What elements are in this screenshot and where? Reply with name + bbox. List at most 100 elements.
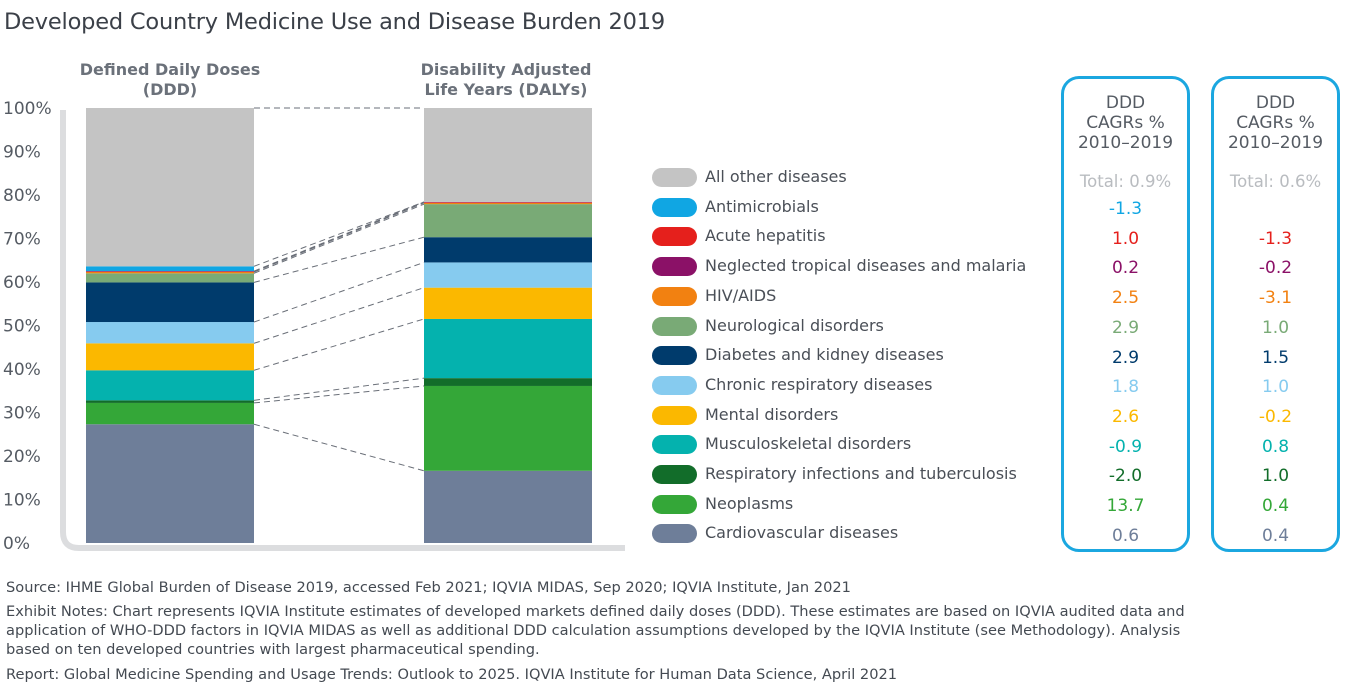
ddd-header-line-1: Defined Daily Doses [79,60,261,79]
legend-label: HIV/AIDS [705,285,777,305]
bar-segment-ddd-antimicrobials [86,266,254,272]
daly-header-line-1: Disability Adjusted [420,60,592,79]
bar-segment-daly-all-other-diseases [424,108,592,202]
y-tick-label: 90% [3,143,41,163]
y-tick-label: 40% [3,360,41,380]
cagr-value: -0.9 [1108,436,1143,457]
report-note: Report: Global Medicine Spending and Usa… [6,666,898,683]
panel-header-line: 2010–2019 [1227,133,1324,153]
ddd-header-line-2: (DDD) [142,80,198,99]
legend-swatch [652,286,697,306]
connector-line [253,385,425,404]
cagr-value: 1.0 [1261,377,1290,398]
legend-label: Acute hepatitis [705,226,826,246]
cagr-value: 0.6 [1111,525,1140,546]
legend-item: Neglected tropical diseases and malaria [652,255,1052,277]
bar-segment-ddd-chronic-respiratory-diseases [86,322,254,344]
cagr-value: 0.4 [1261,496,1290,516]
source-note: Source: IHME Global Burden of Disease 20… [6,579,851,596]
cagr-value: -0.2 [1258,258,1293,279]
legend-label: All other diseases [705,167,847,186]
bar-segment-ddd-musculoskeletal-disorders [86,370,254,401]
legend-item: Antimicrobials [652,196,1052,218]
bar-segment-ddd-all-other-diseases [86,108,254,267]
legend-swatch [652,524,697,544]
panel-header: DDD CAGRs % 2010–2019 [1064,93,1187,153]
panel-total: Total: 0.9% [1079,172,1172,191]
exhibit-note-line-1: Exhibit Notes: Chart represents IQVIA In… [6,603,1185,620]
legend-label: Antimicrobials [705,196,819,216]
bar-segment-ddd-diabetes-and-kidney-diseases [86,282,254,323]
legend-item: Neoplasms [652,493,1052,515]
legend-swatch [652,257,697,277]
legend-label: Respiratory infections and tuberculosis [705,464,1017,483]
exhibit-note-line-2: application of WHO-DDD factors in IQVIA … [6,622,1181,639]
y-tick-label: 80% [3,186,41,206]
legend-item: HIV/AIDS [652,285,1052,307]
ddd-cagr-panel-1: DDD CAGRs % 2010–2019 Total: 0.9% -1.3 1.0 0.2… [1061,76,1190,552]
cagr-value: 2.6 [1111,406,1140,427]
cagr-value: 0.4 [1261,525,1290,546]
y-tick-label: 0% [3,534,30,554]
bar-segment-ddd-neurological-disorders [86,273,254,283]
connector-line [253,203,425,274]
y-axis-frame [60,110,625,551]
legend-item: Acute hepatitis [652,225,1052,247]
legend-item: All other diseases [652,166,1052,188]
legend-item: Neurological disorders [652,315,1052,337]
exhibit-note-line-3: based on ten developed countries with la… [6,641,540,658]
legend-label: Neglected tropical diseases and malaria [705,256,1027,276]
connector-line [253,261,425,323]
legend-label: Diabetes and kidney diseases [705,345,944,365]
bar-segment-ddd-mental-disorders [86,343,254,371]
cagr-value: 0.2 [1111,258,1140,279]
y-tick-label: 60% [3,273,41,293]
bar-segment-daly-musculoskeletal-disorders [424,318,592,379]
daly-column-header: Disability Adjusted Life Years (DALYs) [396,60,616,100]
connector-line [253,201,425,272]
legend-swatch [652,197,697,217]
legend-item: Diabetes and kidney diseases [652,344,1052,366]
stacked-bar-chart: 0% 10% 20% 30% 40% 50% 60% 70% 80% 90% 100% [3,99,625,554]
connector-line [253,318,425,371]
connector-line [253,236,425,283]
panel-header-line: 2010–2019 [1077,133,1174,153]
connector-line [253,287,425,344]
legend-item: Chronic respiratory diseases [652,374,1052,396]
legend-label: Chronic respiratory diseases [705,374,933,394]
panel-header-line: CAGRs % [1236,113,1315,133]
connector-line [253,201,425,267]
legend-swatch [652,435,697,455]
ddd-cagr-panel-2: DDD CAGRs % 2010–2019 Total: 0.6% -1.3 -0.2 -3… [1211,76,1340,552]
cagr-value: 1.0 [1111,228,1140,249]
bar-segment-ddd-respiratory-infections-and-tuberculosis [86,400,254,403]
y-tick-label: 10% [3,491,41,511]
legend-item: Mental disorders [652,404,1052,426]
y-tick-label: 20% [3,447,41,467]
cagr-value: 2.9 [1111,317,1140,338]
y-tick-label: 30% [3,404,41,424]
y-tick-label: 100% [3,99,52,119]
legend-swatch [652,346,697,366]
bar-segment-daly-cardiovascular-diseases [424,470,592,543]
ddd-column-header: Defined Daily Doses (DDD) [60,60,280,100]
cagr-value: -1.3 [1258,228,1293,249]
connector-line [253,423,425,472]
bar-segment-ddd-cardiovascular-diseases [86,424,254,543]
legend-swatch [652,375,697,395]
legend-label: Mental disorders [705,404,839,424]
legend-item: Respiratory infections and tuberculosis [652,463,1052,485]
bar-segment-daly-mental-disorders [424,287,592,319]
bar-segment-daly-respiratory-infections-and-tuberculosis [424,378,592,386]
panel-header-line: DDD [1105,93,1146,113]
cagr-value: 1.8 [1111,377,1140,398]
legend-swatch [652,465,697,484]
daly-header-line-2: Life Years (DALYs) [424,80,588,99]
cagr-value: 0.8 [1261,436,1290,457]
cagr-value: -0.2 [1258,406,1293,427]
legend-swatch [652,168,697,187]
legend-swatch [652,405,697,425]
cagr-value: 2.5 [1111,288,1140,309]
legend-swatch [652,227,697,247]
bar-segment-ddd-hiv-aids [86,271,254,274]
